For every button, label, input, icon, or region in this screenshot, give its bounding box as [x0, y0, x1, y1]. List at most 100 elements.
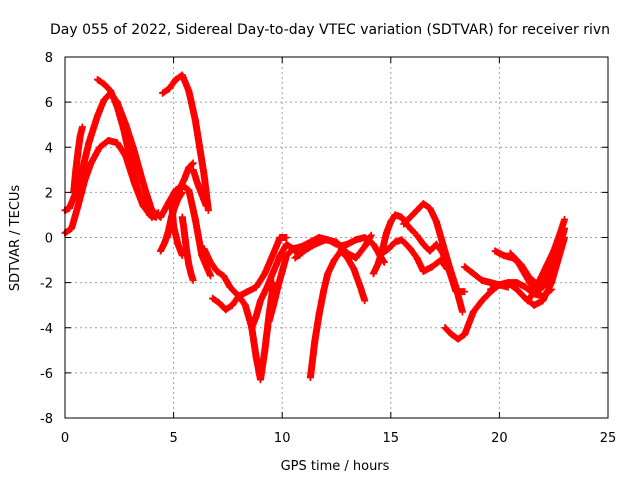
- data-point: [94, 76, 102, 84]
- data-point: [487, 279, 495, 287]
- data-point: [278, 267, 286, 275]
- data-point: [311, 337, 319, 345]
- data-point: [65, 204, 73, 212]
- data-point: [530, 301, 538, 309]
- data-point: [530, 288, 538, 296]
- data-point: [333, 238, 340, 246]
- data-point: [319, 288, 327, 296]
- y-tick-label: 6: [45, 96, 53, 111]
- data-point: [263, 283, 271, 291]
- data-point: [159, 89, 167, 97]
- y-tick-label: 0: [45, 232, 53, 247]
- data-point: [550, 247, 558, 255]
- y-axis-label: SDTVAR / TECUs: [8, 185, 23, 292]
- x-tick-label: 10: [274, 431, 291, 446]
- data-point: [506, 249, 514, 257]
- data-point: [193, 179, 201, 187]
- data-point: [248, 324, 256, 332]
- data-point: [113, 103, 121, 111]
- data-point: [191, 215, 199, 223]
- data-point: [521, 283, 529, 291]
- x-tick-label: 25: [600, 431, 617, 446]
- data-point: [87, 159, 95, 167]
- data-point: [352, 254, 360, 262]
- data-point: [543, 261, 551, 269]
- series-arc-20: [400, 200, 466, 316]
- data-point: [524, 297, 532, 305]
- data-point: [252, 283, 260, 291]
- data-point: [243, 288, 251, 296]
- data-point: [500, 252, 508, 260]
- data-point: [222, 306, 230, 314]
- data-point: [419, 240, 427, 248]
- x-tick-label: 5: [169, 431, 177, 446]
- data-point: [270, 301, 278, 309]
- data-point: [487, 285, 495, 293]
- data-point: [445, 267, 453, 275]
- data-point: [241, 301, 249, 309]
- data-point: [170, 222, 178, 230]
- data-point: [163, 234, 171, 241]
- data-point: [556, 229, 564, 237]
- data-point: [413, 206, 421, 214]
- data-point: [283, 234, 291, 241]
- data-point: [391, 238, 399, 246]
- data-point: [361, 234, 369, 241]
- data-point: [198, 191, 206, 199]
- data-point: [385, 245, 393, 253]
- data-point: [289, 245, 297, 253]
- series-arc-4: [94, 76, 160, 221]
- data-point: [343, 240, 351, 248]
- data-point: [452, 288, 460, 296]
- data-point: [441, 324, 449, 332]
- data-point: [426, 204, 434, 212]
- data-point: [185, 164, 193, 172]
- data-point: [78, 166, 86, 174]
- data-point: [100, 80, 108, 88]
- data-point: [369, 270, 377, 278]
- data-point: [469, 270, 477, 278]
- data-point: [256, 376, 264, 384]
- data-point: [72, 166, 80, 174]
- data-point: [491, 247, 499, 255]
- data-point: [70, 188, 78, 196]
- data-point: [311, 240, 319, 248]
- data-point: [387, 218, 395, 226]
- chart-title: Day 055 of 2022, Sidereal Day-to-day VTE…: [50, 22, 610, 38]
- data-point: [74, 202, 82, 210]
- data-point: [209, 294, 217, 302]
- data-point: [133, 182, 141, 190]
- data-point: [261, 270, 269, 278]
- data-point: [152, 213, 160, 221]
- data-point: [81, 177, 89, 185]
- series-arc-9: [159, 71, 212, 214]
- data-point: [180, 229, 188, 237]
- data-point: [461, 263, 469, 271]
- series-arc-10: [189, 166, 210, 210]
- data-point: [324, 270, 332, 278]
- data-point: [228, 301, 236, 309]
- data-point: [126, 155, 134, 163]
- data-marks: [61, 71, 569, 384]
- data-point: [461, 331, 469, 339]
- data-point: [139, 179, 147, 187]
- data-point: [252, 353, 260, 361]
- data-point: [306, 373, 314, 381]
- data-point: [495, 281, 503, 289]
- data-point: [432, 240, 440, 248]
- data-point: [107, 87, 115, 95]
- data-point: [478, 276, 486, 284]
- data-point: [537, 274, 545, 282]
- x-axis-label: GPS time / hours: [281, 459, 390, 474]
- data-point: [458, 308, 466, 316]
- data-point: [165, 85, 173, 93]
- data-point: [207, 272, 215, 280]
- data-point: [187, 270, 195, 278]
- data-point: [548, 279, 556, 287]
- data-point: [215, 299, 223, 307]
- data-point: [513, 285, 521, 293]
- data-point: [426, 247, 434, 255]
- data-point: [398, 213, 406, 221]
- data-point: [283, 240, 291, 248]
- data-point: [185, 186, 193, 194]
